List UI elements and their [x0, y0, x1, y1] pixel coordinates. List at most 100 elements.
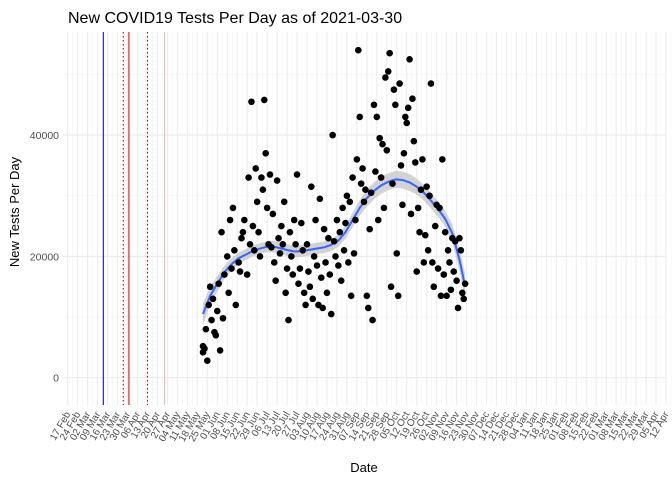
data-point [323, 289, 331, 297]
data-point [374, 216, 382, 224]
data-point [253, 198, 261, 206]
data-point [221, 271, 228, 278]
data-point [343, 192, 351, 200]
data-point [249, 222, 257, 230]
data-point [400, 150, 408, 157]
confidence-band [203, 170, 466, 325]
data-point [275, 234, 282, 242]
data-point [269, 210, 277, 218]
data-point [241, 216, 248, 224]
data-point [306, 283, 314, 291]
data-point [279, 240, 287, 248]
data-point [355, 46, 362, 54]
data-point [266, 171, 274, 178]
data-point [453, 277, 460, 284]
data-point [270, 259, 278, 266]
data-point [286, 228, 294, 236]
data-points [199, 46, 469, 365]
data-point [236, 268, 244, 275]
data-point [350, 250, 358, 257]
data-point [339, 204, 346, 212]
data-point [307, 183, 315, 190]
data-point [347, 292, 355, 300]
data-point [380, 204, 388, 212]
data-point [252, 165, 260, 172]
data-point [416, 228, 423, 236]
data-point [204, 357, 211, 365]
data-point [369, 316, 376, 324]
data-point [436, 204, 443, 212]
data-point [403, 119, 411, 127]
data-point [239, 228, 247, 236]
data-point [444, 247, 452, 254]
data-point [201, 345, 208, 352]
data-point [404, 104, 412, 112]
data-point [360, 198, 368, 206]
data-point [231, 247, 238, 254]
data-point [363, 292, 371, 300]
data-point [393, 250, 401, 257]
data-point [417, 186, 425, 193]
data-point [332, 253, 339, 260]
data-point [327, 310, 335, 318]
data-point [206, 283, 214, 291]
data-point [399, 201, 406, 209]
data-point [407, 210, 415, 218]
data-point [362, 186, 369, 193]
minor-gridlines [62, 32, 672, 439]
data-point [379, 140, 386, 148]
data-point [376, 134, 383, 142]
data-point [390, 86, 398, 93]
data-point [273, 177, 281, 184]
data-point [312, 216, 319, 224]
data-point [336, 228, 344, 236]
data-point [300, 289, 308, 297]
data-point [394, 292, 402, 300]
data-point [411, 159, 419, 166]
data-point [440, 271, 448, 278]
data-point [386, 49, 393, 57]
data-point [414, 204, 422, 212]
data-point [356, 113, 364, 121]
data-point [320, 225, 328, 233]
data-point [454, 304, 462, 312]
data-point [382, 74, 389, 81]
data-point [316, 195, 324, 203]
data-point [397, 162, 405, 169]
data-point [302, 301, 309, 309]
data-point [243, 271, 251, 278]
data-point [258, 174, 265, 181]
data-point [457, 247, 465, 254]
data-point [255, 228, 262, 236]
data-point [427, 80, 435, 87]
data-point [352, 216, 359, 224]
data-point [280, 198, 288, 206]
data-point [313, 262, 321, 269]
data-point [396, 80, 403, 87]
y-tick-label: 40000 [30, 130, 59, 142]
data-point [283, 265, 291, 272]
data-point [383, 146, 391, 154]
data-point [458, 289, 466, 297]
data-point [430, 283, 438, 291]
data-point [342, 219, 349, 227]
reference-lines [102, 32, 166, 405]
data-point [439, 156, 446, 163]
data-point [437, 292, 445, 300]
data-point [295, 280, 302, 287]
x-axis-title: Date [350, 460, 377, 475]
data-point [223, 253, 231, 260]
data-point [387, 283, 395, 291]
data-point [305, 268, 312, 275]
data-point [413, 268, 421, 275]
y-tick-label: 20000 [30, 251, 59, 263]
data-point [208, 316, 215, 324]
data-point [406, 55, 413, 63]
data-point [364, 304, 372, 312]
data-point [346, 198, 354, 206]
data-point [353, 156, 361, 163]
data-point [319, 304, 326, 312]
data-point [209, 295, 217, 303]
data-point [263, 204, 271, 212]
data-point [228, 265, 235, 272]
